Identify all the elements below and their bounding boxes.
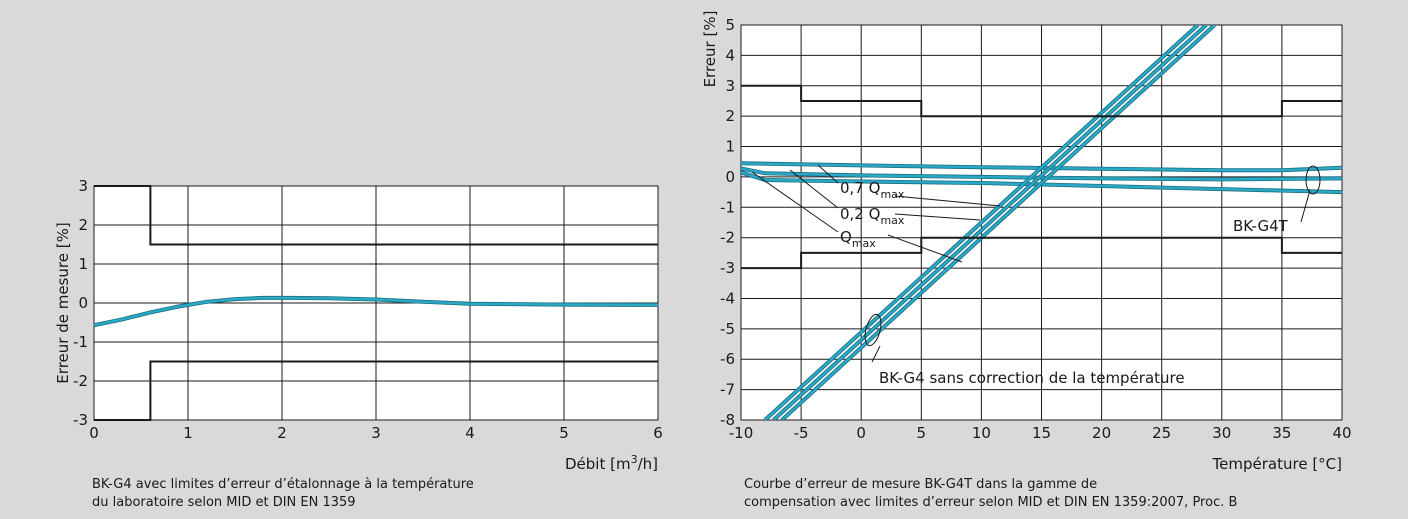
leader-0-2-to-g4t (789, 169, 839, 209)
y-tick-label: 2 (725, 107, 735, 125)
x-tick-label: 40 (1332, 424, 1351, 442)
label-0-2-qmax: 0,2 Qmax (840, 205, 905, 227)
y-tick-label: 3 (725, 77, 735, 95)
y-tick-label: -6 (720, 350, 735, 368)
x-axis-title: Température [°C] (1212, 455, 1342, 473)
leader-qmax-to-g4t (751, 171, 839, 233)
label-0-7-qmax: 0,7 Qmax (840, 179, 905, 201)
calibration-error-chart: 0 1 2 3 4 5 6 -3 -2 -1 0 1 2 3 Débit [m3/h] Erreur d… (54, 177, 663, 510)
grid (93, 185, 659, 421)
grid (740, 24, 1343, 421)
label-qmax: Qmax (840, 228, 876, 250)
series-bk-g4-0-7-qmax (763, 25, 1200, 420)
x-tick-label: 30 (1212, 424, 1231, 442)
x-tick-label: 0 (856, 424, 866, 442)
label-bk-g4t: BK-G4T (1233, 217, 1289, 235)
x-tick-label: 6 (653, 424, 663, 442)
x-tick-label: -5 (794, 424, 809, 442)
series-group (741, 25, 1342, 420)
x-tick-label: 4 (465, 424, 475, 442)
x-tick-label: 15 (1032, 424, 1051, 442)
y-tick-label: -5 (720, 320, 735, 338)
leader-0-2-to-g4 (894, 213, 981, 221)
x-tick-label: 10 (972, 424, 991, 442)
leader-bk-g4 (871, 345, 881, 363)
x-tick-label: 20 (1092, 424, 1111, 442)
y-tick-label: -4 (720, 289, 735, 307)
x-axis-title: Débit [m3/h] (565, 453, 658, 473)
x-tick-labels: 0 1 2 3 4 5 6 (89, 424, 663, 442)
x-tick-label: 1 (183, 424, 193, 442)
y-tick-labels: -3 -2 -1 0 1 2 3 (73, 177, 88, 429)
caption-line-2: compensation avec limites d’erreur selon… (744, 495, 1237, 510)
leader-0-7-to-g4 (894, 195, 1001, 207)
x-tick-label: 5 (917, 424, 927, 442)
x-tick-label: 2 (277, 424, 287, 442)
y-tick-label: 1 (78, 255, 88, 273)
y-axis-title: Erreur de mesure [%] (54, 222, 72, 383)
series-group (93, 185, 659, 421)
series-line (741, 167, 1342, 181)
series-lower-limit (741, 236, 1342, 270)
bk-g4-group-marker (864, 313, 882, 347)
series-line (93, 296, 659, 327)
y-tick-label: -3 (720, 259, 735, 277)
y-tick-label: -1 (73, 333, 88, 351)
bk-g4t-group-marker (1305, 165, 1321, 195)
x-tick-label: 0 (89, 424, 99, 442)
leader-0-7-to-g4t (817, 164, 839, 184)
series-upper-limit (741, 84, 1342, 118)
y-tick-labels: -8 -7 -6 -5 -4 -3 -2 -1 0 1 2 3 4 5 (720, 16, 735, 429)
series-upper-limit (94, 185, 658, 246)
series-measurement (93, 295, 659, 328)
y-tick-label: -3 (73, 411, 88, 429)
series-bk-g4-qmax (780, 25, 1216, 420)
y-tick-label: 3 (78, 177, 88, 195)
y-tick-label: -8 (720, 411, 735, 429)
series-bk-g4t-0-7-qmax (741, 161, 1342, 173)
series-line (781, 25, 1216, 420)
caption-line-2: du laboratoire selon MID et DIN EN 1359 (92, 495, 356, 510)
x-tick-label: 35 (1272, 424, 1291, 442)
y-tick-label: 5 (725, 16, 735, 34)
series-bk-g4t-0-2-qmax (741, 166, 1342, 182)
x-tick-label: 5 (559, 424, 569, 442)
series-lower-limit (94, 360, 658, 421)
x-tick-label: -10 (729, 424, 754, 442)
series-line (764, 25, 1199, 420)
series-line (741, 162, 1342, 172)
series-line (772, 25, 1208, 420)
y-tick-label: -2 (73, 372, 88, 390)
x-tick-label: 25 (1152, 424, 1171, 442)
caption-line-1: Courbe d’erreur de mesure BK-G4T dans la… (744, 477, 1097, 492)
x-tick-labels: -10 -5 0 5 10 15 20 25 30 35 40 (729, 424, 1352, 442)
y-tick-label: 2 (78, 216, 88, 234)
y-tick-label: -2 (720, 229, 735, 247)
series-bk-g4t-qmax (741, 170, 1342, 195)
y-axis-title: Erreur [%] (701, 11, 719, 88)
caption-line-1: BK-G4 avec limites d’erreur d’étalonnage… (92, 477, 474, 492)
y-tick-label: 0 (725, 168, 735, 186)
y-tick-label: 4 (725, 46, 735, 64)
series-bk-g4-0-2-qmax (772, 25, 1208, 420)
series-line (741, 171, 1342, 194)
leader-bk-g4t (1300, 189, 1311, 223)
annotation-leaders (751, 164, 1321, 363)
y-tick-label: -1 (720, 198, 735, 216)
x-tick-label: 3 (371, 424, 381, 442)
label-bk-g4-uncorrected: BK-G4 sans correction de la température (879, 369, 1185, 387)
temperature-error-chart: -10 -5 0 5 10 15 20 25 30 35 40 -8-7-6-5-4-3-2-101… (701, 11, 1352, 510)
y-tick-label: -7 (720, 381, 735, 399)
leader-qmax-to-g4 (887, 234, 963, 263)
y-tick-label: 0 (78, 294, 88, 312)
y-tick-label: 1 (725, 138, 735, 156)
